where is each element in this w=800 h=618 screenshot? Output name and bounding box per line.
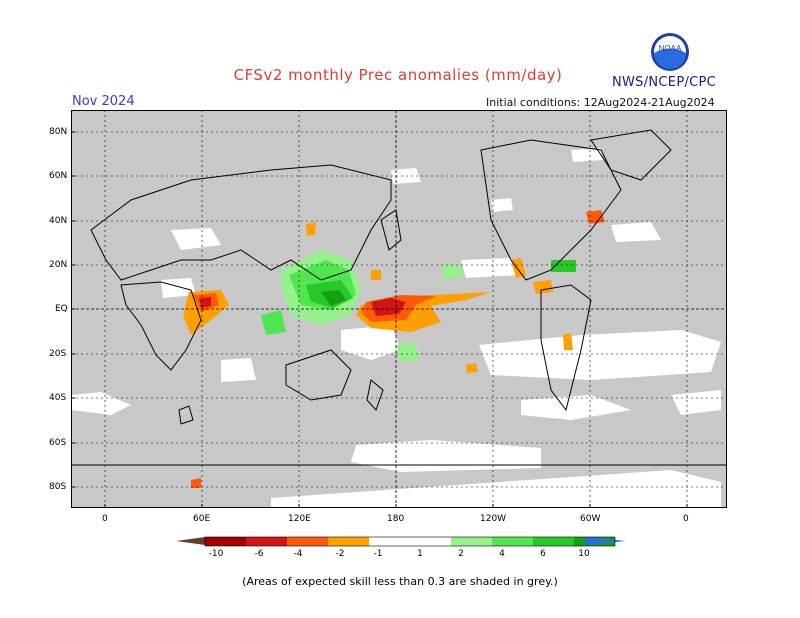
colorbar-box xyxy=(369,537,410,546)
colorbar-label: 1 xyxy=(417,549,423,558)
colorbar-label: -1 xyxy=(374,549,383,558)
lat-label: 40S xyxy=(49,393,67,403)
lat-label: 20N xyxy=(49,260,68,270)
agency-label: NWS/NCEP/CPC xyxy=(612,75,717,90)
lon-label: 180 xyxy=(387,514,405,524)
lon-label: 60W xyxy=(580,514,601,524)
lon-label: 120W xyxy=(480,514,507,524)
lon-label: 120E xyxy=(288,514,311,524)
colorbar-box xyxy=(492,537,533,546)
lon-label: 0 xyxy=(102,514,108,524)
colorbar-box xyxy=(287,537,328,546)
skill-footnote: (Areas of expected skill less than 0.3 a… xyxy=(242,575,558,588)
colorbar-box xyxy=(246,537,287,546)
graticule xyxy=(71,110,727,508)
lon-label: 60E xyxy=(193,514,211,524)
colorbar-label: -4 xyxy=(294,549,303,558)
continent-outlines xyxy=(71,129,727,466)
lat-label: 40N xyxy=(49,216,68,226)
colorbar-frame xyxy=(204,536,616,547)
colorbar: -10 -6 -4 -2 -1 1 2 4 6 10 xyxy=(176,536,626,558)
colorbar-lower-triangle xyxy=(176,537,205,545)
colorbar-label: -6 xyxy=(255,549,264,558)
colorbar-label: 2 xyxy=(458,549,464,558)
colorbar-label: -2 xyxy=(336,549,345,558)
colorbar-box xyxy=(533,537,574,546)
colorbar-upper-triangle xyxy=(585,537,626,545)
noaa-logo-icon: NOAA xyxy=(650,32,690,76)
colorbar-label: 4 xyxy=(499,549,505,558)
lat-label: 60S xyxy=(49,438,67,448)
lat-label: EQ xyxy=(55,304,68,314)
colorbar-label: -10 xyxy=(209,549,224,558)
axis-ticks xyxy=(71,131,688,508)
logo-text: NOAA xyxy=(659,44,682,53)
dry-anomalies xyxy=(183,210,605,488)
colorbar-box xyxy=(451,537,492,546)
lat-label: 80S xyxy=(49,482,67,492)
lon-label: 0 xyxy=(683,514,689,524)
lat-label: 60N xyxy=(49,171,68,181)
initial-conditions: Initial conditions: 12Aug2024-21Aug2024 xyxy=(486,96,715,109)
forecast-month: Nov 2024 xyxy=(72,94,135,109)
white-skill-areas xyxy=(71,148,721,508)
lat-label: 20S xyxy=(49,349,67,359)
map-title: CFSv2 monthly Prec anomalies (mm/day) xyxy=(233,66,563,84)
colorbar-box xyxy=(205,537,246,546)
precip-anomaly-map xyxy=(71,110,727,508)
wet-anomalies xyxy=(261,250,576,362)
colorbar-label: 6 xyxy=(540,549,546,558)
colorbar-box xyxy=(410,537,451,546)
colorbar-label: 10 xyxy=(578,549,590,558)
lat-label: 80N xyxy=(49,127,68,137)
colorbar-box xyxy=(328,537,369,546)
